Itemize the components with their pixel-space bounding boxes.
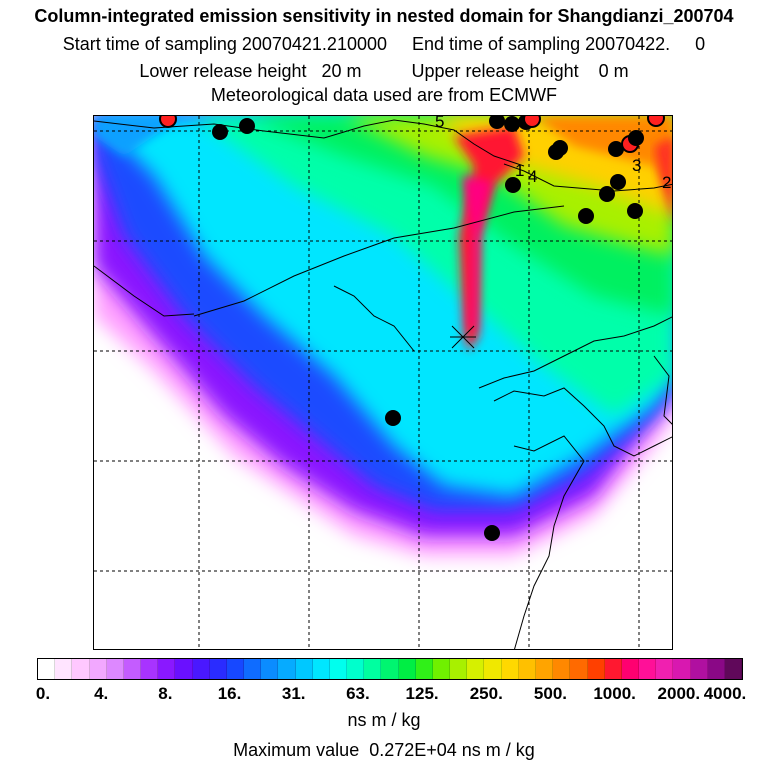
color-scale-segment [707, 659, 725, 679]
sensitivity-field [94, 116, 672, 649]
map-point [212, 124, 228, 140]
color-scale-tick-label: 31. [281, 684, 306, 703]
map-point-red [159, 116, 177, 128]
color-scale-segment [690, 659, 708, 679]
point-label-5: 5 [435, 116, 444, 131]
color-scale-segment [55, 659, 73, 679]
map-point [505, 177, 521, 193]
map-point [608, 141, 624, 157]
point-labels: 1 2 3 4 5 [435, 116, 671, 192]
color-scale-segment [501, 659, 519, 679]
observation-points [159, 116, 665, 541]
color-scale-segment [587, 659, 605, 679]
color-scale-segment [467, 659, 485, 679]
map-point [504, 116, 520, 132]
grid-lines [94, 116, 672, 649]
color-scale-segment [364, 659, 382, 679]
map-point [489, 116, 505, 129]
color-scale-tick-label: 16. [217, 684, 242, 703]
color-scale-segment [72, 659, 90, 679]
color-scale-tick-label: 4. [94, 684, 109, 703]
map-point [385, 410, 401, 426]
point-label-4: 4 [528, 167, 537, 186]
map-point-red [523, 116, 541, 128]
color-scale-tick-label: 125. [405, 684, 439, 703]
color-scale-segment [329, 659, 348, 679]
color-scale-segment [673, 659, 691, 679]
color-scale-segment [535, 659, 554, 679]
emission-sensitivity-map: 1 2 3 4 5 [93, 115, 673, 650]
maximum-value-text: Maximum value 0.272E+04 ns m / kg [233, 740, 535, 760]
map-point [627, 203, 643, 219]
point-label-1: 1 [515, 161, 524, 180]
point-label-3: 3 [632, 156, 641, 175]
map-point-red [647, 116, 665, 127]
color-scale-tick-label: 250. [469, 684, 503, 703]
color-scale-segment [518, 659, 536, 679]
color-scale-segment [261, 659, 279, 679]
color-scale-segment [484, 659, 502, 679]
point-label-2: 2 [662, 173, 671, 192]
color-scale-segment [398, 659, 416, 679]
color-scale-tick-label: 63. [346, 684, 370, 703]
color-scale-segment [415, 659, 433, 679]
release-height-line: Lower release height 20 m Upper release … [139, 61, 629, 81]
color-scale-segment [192, 659, 210, 679]
color-scale-segment [724, 659, 743, 679]
color-scale-segment [106, 659, 124, 679]
color-scale-segment [38, 659, 56, 679]
color-scale-tick-label: 1000. [593, 684, 636, 703]
color-scale-segment [141, 659, 159, 679]
color-scale-segment [570, 659, 588, 679]
color-scale-segment [226, 659, 245, 679]
color-scale-segment [432, 659, 451, 679]
color-scale-segment [553, 659, 571, 679]
color-scale-segment [278, 659, 296, 679]
map-title: Column-integrated emission sensitivity i… [34, 6, 734, 26]
color-scale-segment [347, 659, 365, 679]
color-scale-tick-label: 0. [35, 684, 51, 703]
color-scale-segment [158, 659, 176, 679]
color-scale-tick-label: 4000. [703, 684, 747, 703]
map-canvas: 1 2 3 4 5 [94, 116, 672, 649]
coastline-borders [94, 119, 672, 649]
map-point [239, 118, 255, 134]
color-scale-segment [450, 659, 468, 679]
color-scale-tick-label: 500. [533, 684, 567, 703]
color-scale-units: ns m / kg [347, 710, 421, 730]
color-scale-segment [621, 659, 640, 679]
color-scale-segment [295, 659, 313, 679]
color-scale-segment [312, 659, 330, 679]
color-scale-segment [89, 659, 107, 679]
color-scale-tick-label: 8. [158, 684, 173, 703]
map-point [484, 525, 500, 541]
map-point [552, 140, 568, 156]
color-scale-bar [37, 658, 743, 680]
map-point [599, 186, 615, 202]
map-point [610, 174, 626, 190]
map-point [578, 208, 594, 224]
color-scale-segment [123, 659, 142, 679]
color-scale-segment [209, 659, 227, 679]
color-scale-segment [604, 659, 622, 679]
color-scale-segment [244, 659, 262, 679]
meteorological-data-line: Meteorological data used are from ECMWF [210, 85, 558, 105]
release-site-marker [450, 325, 476, 349]
sampling-time-line: Start time of sampling 20070421.210000 E… [62, 34, 706, 54]
color-scale-segment [175, 659, 193, 679]
color-scale-tick-label: 2000. [657, 684, 701, 703]
color-scale-segment [639, 659, 657, 679]
color-scale-segment [656, 659, 674, 679]
map-point [628, 130, 644, 146]
color-scale-segment [381, 659, 399, 679]
